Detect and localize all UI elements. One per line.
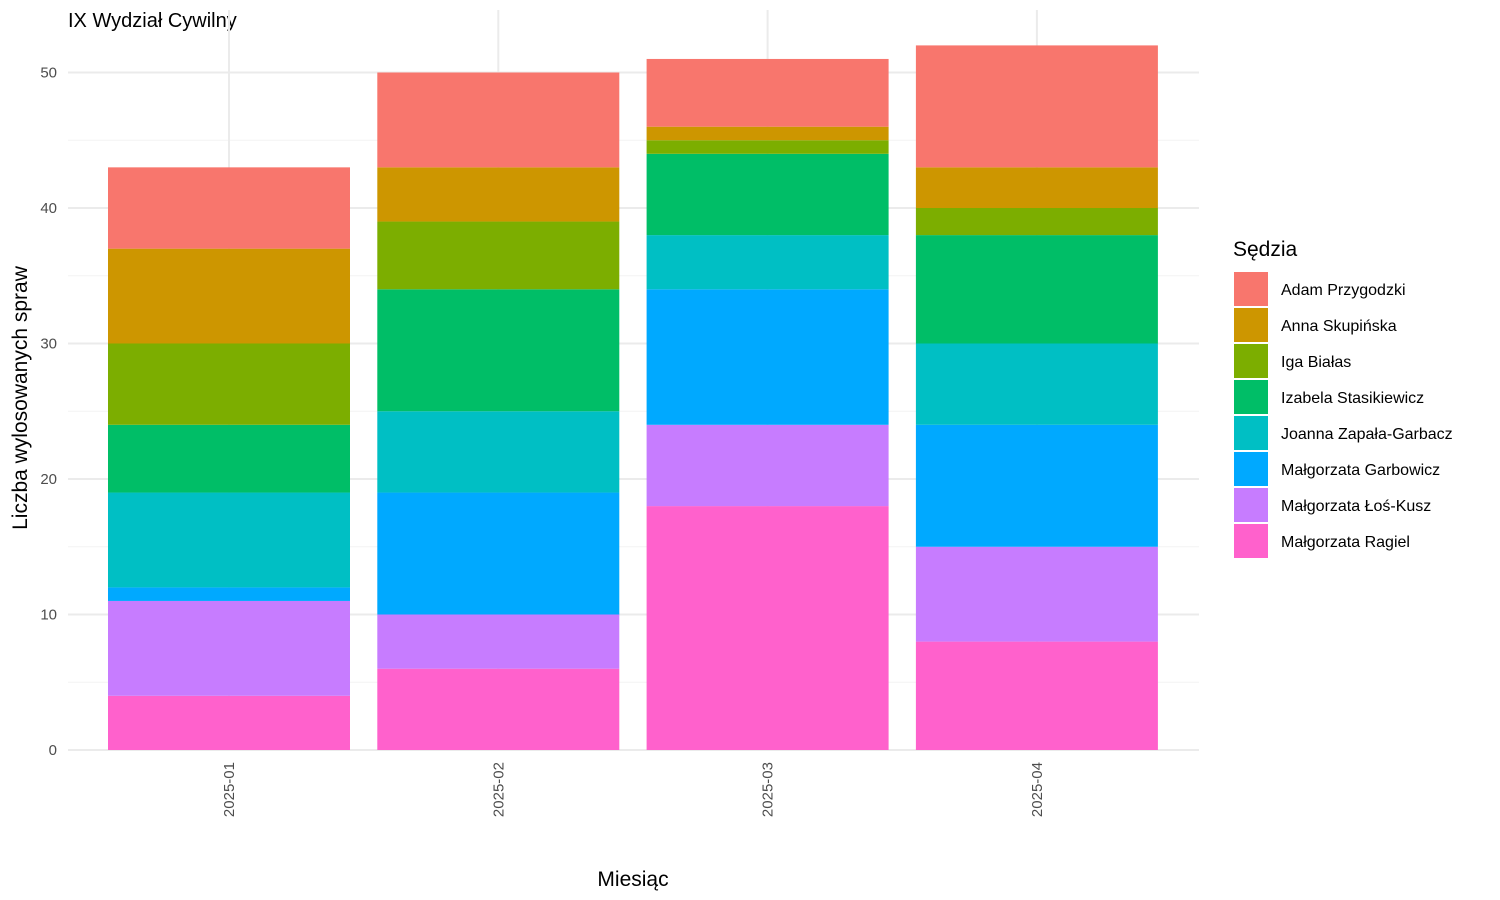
bar-segment-2025-04-8 [915,641,1158,750]
legend-label: Małgorzata Garbowicz [1281,462,1440,479]
legend-label: Małgorzata Ragiel [1281,534,1410,551]
bar-segment-2025-02-2 [377,167,620,222]
legend-swatch [1234,272,1268,306]
legend-label: Joanna Zapała-Garbacz [1281,426,1453,443]
bar-segment-2025-01-8 [108,695,350,750]
bar-segment-2025-02-3 [377,221,620,290]
bar-segment-2025-04-3 [915,208,1158,236]
bar-segment-2025-04-4 [915,235,1158,344]
legend-swatch [1234,416,1268,450]
bar-segment-2025-01-1 [108,167,350,249]
chart-title: IX Wydział Cywilny [68,10,237,32]
y-axis-ticks: 0 10 20 30 40 50 [40,65,57,760]
bar-segment-2025-02-6 [377,492,620,615]
legend-label: Małgorzata Łoś-Kusz [1281,498,1431,515]
bar-segment-2025-04-2 [915,167,1158,208]
legend-swatch [1234,452,1268,486]
bar-segment-2025-03-1 [646,58,889,127]
legend-label: Adam Przygodzki [1281,282,1406,299]
bar-segment-2025-03-3 [646,140,889,154]
bar-segment-2025-04-1 [915,45,1158,168]
legend: Sędzia Adam Przygodzki Anna Skupińska Iga … [1233,238,1453,558]
bar-segment-2025-01-3 [108,343,350,425]
legend-swatch [1234,488,1268,522]
x-tick-label: 2025-02 [490,762,507,817]
legend-label: Iga Białas [1281,354,1351,371]
y-tick-label: 0 [49,742,57,759]
legend-swatch [1234,308,1268,342]
y-tick-label: 30 [40,336,57,353]
bar-segment-2025-04-5 [915,343,1158,425]
bar-segment-2025-03-7 [646,424,889,507]
x-tick-label: 2025-01 [221,762,238,817]
legend-label: Anna Skupińska [1281,318,1397,335]
y-tick-label: 20 [40,471,57,488]
x-tick-label: 2025-04 [1029,762,1046,817]
legend-swatch [1234,344,1268,378]
bar-segment-2025-01-6 [108,587,350,601]
bar-segment-2025-02-5 [377,411,620,493]
bar-segment-2025-01-2 [108,248,350,344]
y-axis-title: Liczba wylosowanych spraw [9,265,32,530]
bar-segment-2025-01-7 [108,600,350,696]
bar-segment-2025-04-6 [915,424,1158,547]
bar-segment-2025-04-7 [915,546,1158,642]
legend-swatch [1234,524,1268,558]
bar-segment-2025-02-7 [377,614,620,669]
bar-segment-2025-03-5 [646,235,889,290]
legend-swatch [1234,380,1268,414]
bar-segment-2025-03-4 [646,153,889,236]
bars [108,45,1158,750]
y-tick-label: 50 [40,65,57,82]
legend-title: Sędzia [1233,238,1298,261]
x-axis-ticks: 2025-01 2025-02 2025-03 2025-04 [221,762,1046,817]
bar-segment-2025-02-8 [377,668,620,750]
y-tick-label: 40 [40,200,57,217]
x-axis-title: Miesiąc [597,868,668,891]
bar-segment-2025-02-1 [377,72,620,168]
bar-segment-2025-03-8 [646,506,889,750]
x-tick-label: 2025-03 [760,762,777,817]
bar-segment-2025-03-6 [646,289,889,425]
bar-segment-2025-01-5 [108,492,350,588]
bar-segment-2025-03-2 [646,126,889,141]
bar-segment-2025-02-4 [377,289,620,412]
legend-label: Izabela Stasikiewicz [1281,390,1424,407]
bar-segment-2025-01-4 [108,424,350,493]
y-tick-label: 10 [40,607,57,624]
